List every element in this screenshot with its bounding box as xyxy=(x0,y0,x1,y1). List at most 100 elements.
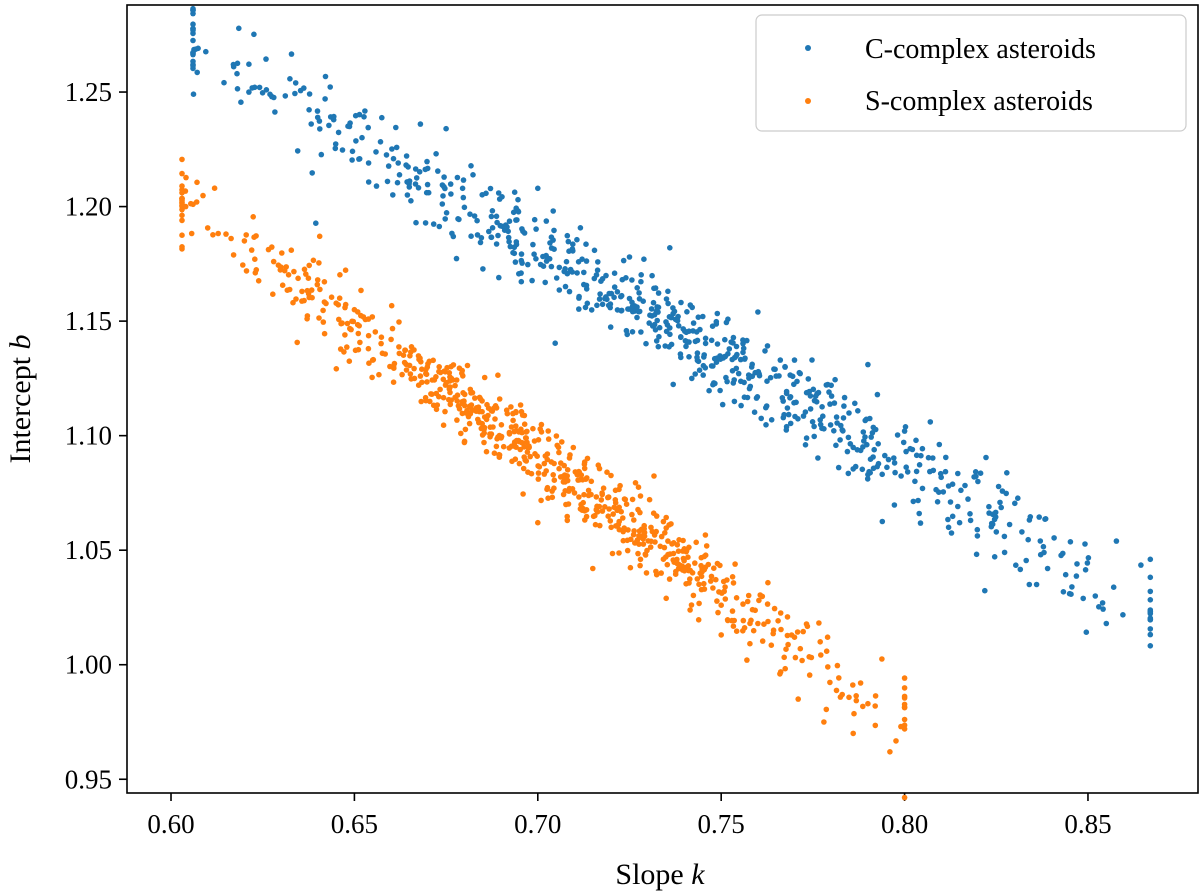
x-tick-label: 0.70 xyxy=(514,809,561,839)
data-point xyxy=(279,250,285,256)
data-point xyxy=(725,351,731,357)
data-point xyxy=(413,219,419,226)
data-point xyxy=(263,56,269,62)
data-point xyxy=(692,371,698,377)
data-point xyxy=(1019,529,1025,535)
data-point xyxy=(620,537,627,544)
data-point xyxy=(802,442,809,448)
data-point xyxy=(418,398,425,405)
data-point xyxy=(851,710,857,717)
data-point xyxy=(618,308,625,314)
data-point xyxy=(346,358,353,365)
data-point xyxy=(369,357,376,363)
data-point xyxy=(531,216,538,223)
data-point xyxy=(430,357,437,364)
data-point xyxy=(230,61,237,68)
data-point xyxy=(246,61,252,67)
data-point xyxy=(388,302,395,309)
data-point xyxy=(565,501,572,507)
data-point xyxy=(667,245,673,251)
data-point xyxy=(991,554,998,560)
data-point xyxy=(654,317,660,324)
data-point xyxy=(852,463,859,470)
data-point xyxy=(1082,541,1088,547)
data-point xyxy=(331,113,337,120)
data-point xyxy=(652,327,659,333)
data-point xyxy=(1041,549,1047,556)
y-axis-ticks: 0.95 1.00 1.05 1.10 1.15 1.20 1.25 xyxy=(65,77,127,794)
data-point xyxy=(320,319,327,325)
data-point xyxy=(845,434,852,441)
data-point xyxy=(614,289,621,295)
data-point xyxy=(530,241,536,248)
data-point xyxy=(179,212,185,219)
data-point xyxy=(303,271,309,277)
data-point xyxy=(339,320,345,326)
data-point xyxy=(241,238,248,244)
data-point xyxy=(310,257,317,264)
data-point xyxy=(593,272,600,278)
data-point xyxy=(716,589,722,595)
data-point xyxy=(701,354,707,360)
data-point xyxy=(879,471,885,478)
data-point xyxy=(730,580,737,586)
data-point xyxy=(701,553,708,560)
data-point xyxy=(904,469,911,475)
legend-marker-s-complex xyxy=(805,98,811,104)
data-point xyxy=(443,379,450,386)
legend-marker-c-complex xyxy=(805,45,811,51)
legend-label-c-complex: C-complex asteroids xyxy=(865,34,1096,65)
data-point xyxy=(500,443,507,450)
data-point xyxy=(493,241,500,247)
data-point xyxy=(665,300,671,307)
data-point xyxy=(781,411,787,418)
data-point xyxy=(637,509,643,516)
data-point xyxy=(865,361,871,368)
data-point xyxy=(872,426,879,433)
data-point xyxy=(484,401,490,408)
data-point xyxy=(547,240,553,246)
y-tick-label: 0.95 xyxy=(65,764,112,794)
data-point xyxy=(313,220,319,226)
data-point xyxy=(623,275,629,281)
data-point xyxy=(768,417,775,423)
data-point xyxy=(308,287,315,293)
data-point xyxy=(919,485,926,492)
data-point xyxy=(653,513,660,519)
data-point xyxy=(695,314,702,321)
data-point xyxy=(817,417,823,423)
data-point xyxy=(378,340,384,347)
data-point xyxy=(606,506,612,512)
data-point xyxy=(401,359,408,366)
data-point xyxy=(767,374,774,381)
y-axis-label: Intercept b xyxy=(4,334,37,463)
data-point xyxy=(912,478,918,485)
series-s-complex xyxy=(179,156,908,801)
data-point xyxy=(962,482,968,489)
data-point xyxy=(487,431,493,437)
data-point xyxy=(448,191,454,197)
data-point xyxy=(316,260,322,266)
data-point xyxy=(468,404,474,411)
data-point xyxy=(763,422,769,428)
data-point xyxy=(536,464,543,470)
data-point xyxy=(384,178,391,185)
data-point xyxy=(510,417,516,424)
data-point xyxy=(471,213,478,219)
data-point xyxy=(771,605,778,612)
data-point xyxy=(744,337,750,344)
data-point xyxy=(546,255,553,262)
data-point xyxy=(411,365,417,372)
data-point xyxy=(1037,538,1044,544)
data-point xyxy=(667,325,673,331)
data-point xyxy=(443,125,449,132)
data-point xyxy=(412,181,419,187)
data-point xyxy=(1026,581,1033,588)
data-point xyxy=(553,433,560,439)
data-point xyxy=(1147,643,1154,649)
data-point xyxy=(925,454,932,461)
data-point xyxy=(651,321,658,328)
data-point xyxy=(850,682,856,688)
data-point xyxy=(656,333,662,340)
data-point xyxy=(474,217,480,224)
